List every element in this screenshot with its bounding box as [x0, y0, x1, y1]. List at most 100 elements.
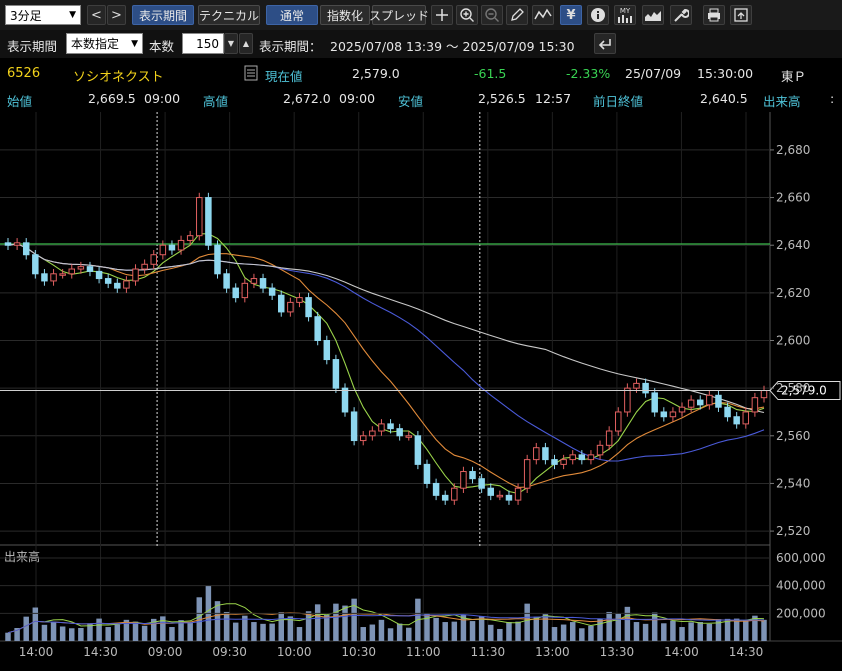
candle-body: [305, 297, 312, 318]
candle-body: [223, 273, 230, 289]
next-button[interactable]: >: [107, 5, 126, 25]
memo-icon[interactable]: [244, 65, 258, 84]
volume-bar: [41, 624, 48, 641]
candle-body: [150, 254, 157, 265]
volume-bar: [251, 622, 257, 641]
current-price-tag: [769, 381, 841, 401]
candle-body: [715, 394, 722, 408]
volume-bar: [114, 624, 121, 641]
price-change-pct: -2.33%: [566, 66, 611, 81]
count-up-icon[interactable]: ▲: [239, 33, 253, 54]
candle-body: [605, 430, 613, 446]
candle-body: [196, 197, 203, 237]
candle-body: [733, 416, 740, 425]
print-icon[interactable]: [703, 5, 725, 25]
candle-body: [423, 463, 431, 484]
pencil-icon[interactable]: [506, 5, 528, 25]
candle-body: [332, 359, 340, 389]
line-chart-icon[interactable]: [532, 5, 554, 25]
volume-bar: [5, 632, 11, 641]
price-chart[interactable]: 2,579.0 2,520 2,540 2,560 2,580 2,600 2,620 2,…: [0, 112, 842, 671]
candle-body: [323, 340, 331, 361]
volume-bar: [588, 625, 594, 641]
volume-bar: [305, 611, 312, 641]
volume-bar: [214, 601, 221, 641]
volume-bar: [387, 628, 394, 641]
candle-body: [578, 454, 586, 461]
volume-bar: [624, 606, 631, 641]
period-mode-select[interactable]: 本数指定 ▼: [66, 33, 143, 54]
stock-code: 6526: [7, 66, 41, 81]
zoom-out-icon[interactable]: [481, 5, 503, 25]
range-value: 2025/07/08 13:39 ～ 2025/07/09 15:30: [330, 39, 575, 54]
low-time: 12:57: [535, 91, 572, 106]
volume-ma-short-line: [7, 603, 765, 634]
candle-body: [642, 382, 649, 394]
count-input[interactable]: 150: [182, 33, 224, 54]
area-chart-icon[interactable]: [642, 5, 664, 25]
volume-bar: [542, 614, 549, 641]
volume-bar: [360, 627, 366, 641]
volume-bar: [715, 619, 722, 641]
candle-body: [314, 316, 321, 341]
reset-return-icon[interactable]: [594, 33, 616, 54]
interval-select[interactable]: 3分足 ▼: [5, 5, 81, 25]
yen-icon[interactable]: ¥: [560, 5, 582, 25]
spread-button[interactable]: スプレッド: [369, 5, 429, 25]
normal-button[interactable]: 通常: [266, 5, 318, 25]
technical-button[interactable]: テクニカル: [198, 5, 260, 25]
candle-body: [724, 406, 731, 418]
quote-panel: 6526 ソシオネクスト 現在値 2,579.0 -61.5 -2.33% 25…: [0, 60, 842, 112]
volume-bar: [478, 616, 485, 641]
settings-wrench-icon[interactable]: [670, 5, 692, 25]
zoom-in-icon[interactable]: [456, 5, 478, 25]
prev-close-value: 2,640.5: [700, 91, 748, 106]
volume-bar: [187, 622, 193, 641]
candle-body: [706, 394, 713, 406]
price-tick-label: 2,560: [776, 429, 810, 443]
popout-window-icon[interactable]: [730, 5, 752, 25]
candle-body: [542, 447, 549, 461]
index-button[interactable]: 指数化: [320, 5, 370, 25]
candle-body: [505, 494, 513, 501]
candle-body: [177, 239, 185, 251]
chevron-down-icon: ▼: [69, 10, 76, 20]
display-period-button[interactable]: 表示期間: [132, 5, 194, 25]
candle-body: [68, 268, 76, 275]
candle-body: [168, 244, 176, 251]
volume-bar: [488, 624, 494, 641]
candle-body: [141, 263, 148, 270]
candle-body: [496, 494, 504, 498]
current-price-value: 2,579.0: [352, 66, 400, 81]
volume-bar: [141, 625, 148, 641]
count-down-icon[interactable]: ▼: [224, 33, 238, 54]
volume-bar: [724, 618, 731, 641]
candle-body: [159, 244, 167, 256]
volume-value: :: [830, 91, 835, 106]
time-tick-label: 14:00: [664, 645, 699, 659]
info-icon[interactable]: [587, 5, 609, 25]
stock-name: ソシオネクスト: [73, 70, 164, 85]
volume-bar: [424, 613, 430, 641]
my-chart-icon[interactable]: MY: [614, 5, 636, 25]
time-tick-label: 14:00: [19, 645, 54, 659]
open-label: 始値: [7, 94, 33, 109]
period-mode-value: 本数指定: [71, 37, 120, 51]
candle-body: [341, 387, 349, 413]
volume-pane-label: 出来高: [4, 549, 40, 564]
volume-bar: [105, 627, 111, 641]
volume-bar: [342, 605, 348, 641]
count-input-value: 150: [196, 36, 219, 51]
candle-body: [405, 435, 413, 438]
candle-body: [104, 278, 112, 284]
ma-long-line: [7, 243, 765, 462]
prev-button[interactable]: <: [87, 5, 106, 25]
volume-bar: [23, 616, 29, 641]
volume-bar: [87, 623, 93, 641]
crosshair-icon[interactable]: [431, 5, 453, 25]
volume-bar: [679, 627, 685, 641]
candle-body: [478, 478, 485, 489]
price-tick-label: 2,680: [776, 143, 810, 157]
volume-bar: [351, 598, 357, 641]
volume-bar: [524, 603, 530, 641]
